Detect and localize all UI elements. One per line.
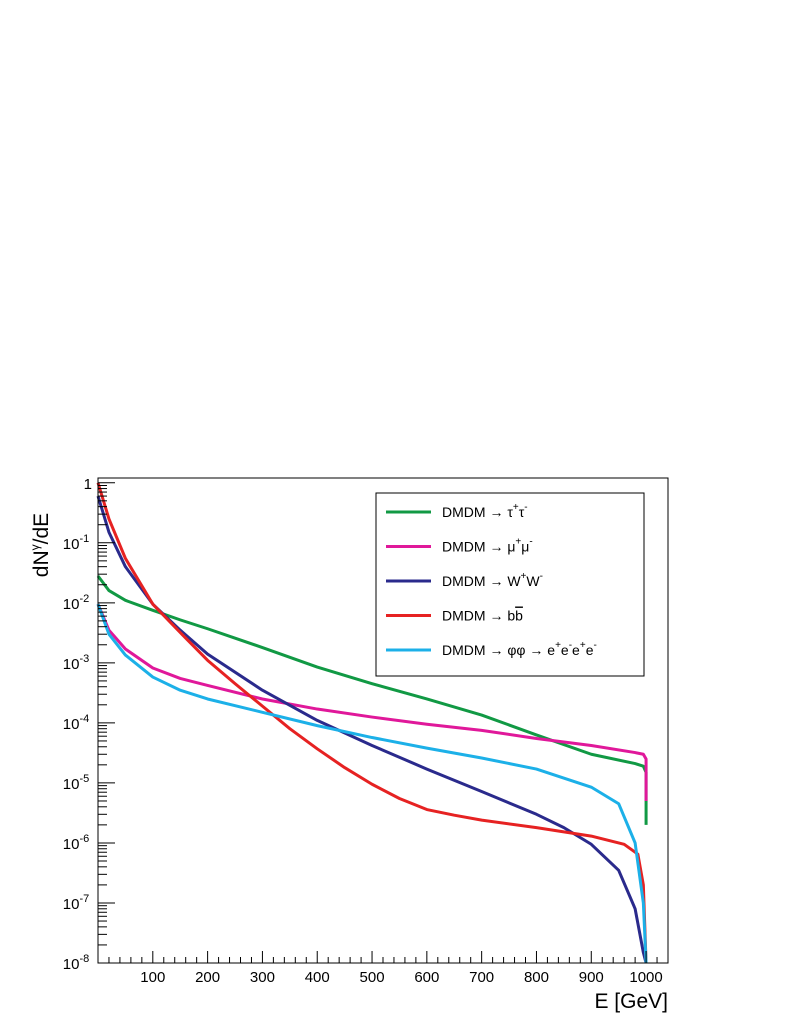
series-layer [96, 482, 648, 964]
y-tick-base: 10 [63, 776, 80, 793]
legend-sup: + [580, 640, 586, 651]
legend: DMDM → τ+τ-DMDM → μ+μ-DMDM → W+W-DMDM → … [375, 492, 645, 677]
x-tick-label: 300 [250, 969, 275, 986]
series-line-0 [96, 575, 648, 825]
y-tick-base: 1 [84, 476, 92, 493]
legend-text-part: → [489, 573, 507, 589]
y-tick-base: 10 [63, 536, 80, 553]
legend-label-1: DMDM → μ+μ- [442, 537, 533, 555]
y-axis-label-main: dN [30, 550, 53, 577]
legend-sup: + [521, 571, 527, 582]
x-tick-label: 400 [305, 969, 330, 986]
legend-text-part: → [489, 642, 507, 658]
x-tick-label: 100 [140, 969, 165, 986]
legend-text-part: → [489, 539, 507, 555]
y-tick-label: 10-6 [63, 833, 89, 853]
y-tick-exp: -8 [79, 953, 89, 965]
legend-text-part: → [529, 642, 547, 658]
y-tick-base: 10 [63, 896, 80, 913]
y-tick-exp: -2 [79, 593, 89, 605]
legend-label-2: DMDM → W+W- [442, 571, 543, 589]
y-tick-base: 10 [63, 956, 80, 973]
legend-bar-char: b [515, 608, 523, 624]
legend-text-part: DMDM [442, 642, 489, 658]
y-tick-label: 10-5 [63, 773, 89, 793]
y-axis-label-sup: γ [28, 544, 42, 550]
legend-sup: - [593, 640, 596, 651]
legend-text-part: e [572, 642, 580, 658]
y-axis-label: dNγ/dE [28, 513, 53, 577]
y-tick-exp: -1 [79, 533, 89, 545]
legend-text-part: W [507, 573, 521, 589]
legend-sup: + [555, 640, 561, 651]
x-axis-label: E [GeV] [594, 990, 668, 1013]
y-tick-label: 10-4 [63, 713, 89, 733]
series-line-4 [96, 603, 648, 964]
y-tick-exp: -5 [79, 773, 89, 785]
legend-text-part: μ [507, 539, 515, 555]
y-tick-label: 10-3 [63, 653, 89, 673]
legend-sup: - [540, 571, 543, 582]
axis-layer: 100 200 300 400 500 600 700 800 900 1000110-110-2… [63, 476, 669, 986]
legend-text-part: → [489, 504, 507, 520]
legend-text-part: W [526, 573, 540, 589]
legend-text-part: DMDM [442, 573, 489, 589]
legend-sup: + [513, 502, 519, 513]
legend-text-part: φφ [507, 642, 529, 658]
legend-sup: - [529, 537, 532, 548]
legend-label-4: DMDM → φφ → e+e-e+e- [442, 640, 597, 658]
legend-text-part: e [547, 642, 555, 658]
legend-text-part: DMDM [442, 504, 489, 520]
legend-text-part: τ [519, 504, 525, 520]
y-tick-exp: -7 [79, 893, 89, 905]
legend-sup: - [569, 640, 572, 651]
x-tick-label: 700 [469, 969, 494, 986]
x-tick-label: 200 [195, 969, 220, 986]
y-tick-base: 10 [63, 716, 80, 733]
y-tick-label: 10-8 [63, 953, 89, 973]
y-tick-label: 1 [84, 476, 92, 493]
y-tick-label: 10-1 [63, 533, 89, 553]
x-tick-label: 500 [360, 969, 385, 986]
series-line-1 [96, 603, 648, 801]
series-line-3 [96, 482, 648, 964]
y-tick-base: 10 [63, 596, 80, 613]
y-tick-exp: -3 [79, 653, 89, 665]
y-tick-label: 10-2 [63, 593, 89, 613]
y-axis-label-rest: /dE [30, 513, 53, 545]
y-tick-label: 10-7 [63, 893, 89, 913]
y-tick-base: 10 [63, 836, 80, 853]
legend-text-part: b [507, 608, 515, 624]
legend-text-part: e [561, 642, 569, 658]
y-tick-exp: -6 [79, 833, 89, 845]
legend-sup: - [524, 502, 527, 513]
x-tick-label: 900 [579, 969, 604, 986]
legend-text-part: μ [521, 539, 529, 555]
legend-text-part: → [489, 608, 507, 624]
x-tick-label: 600 [414, 969, 439, 986]
legend-sup: + [515, 537, 521, 548]
legend-label-0: DMDM → τ+τ- [442, 502, 528, 520]
legend-text-part: DMDM [442, 608, 489, 624]
y-tick-base: 10 [63, 656, 80, 673]
x-tick-label: 1000 [629, 969, 662, 986]
legend-box [375, 492, 645, 677]
legend-text-part: DMDM [442, 539, 489, 555]
y-tick-exp: -4 [79, 713, 89, 725]
x-tick-label: 800 [524, 969, 549, 986]
legend-text-part: e [586, 642, 594, 658]
legend-text-part: τ [507, 504, 513, 520]
legend-label-3: DMDM → bb [442, 608, 523, 624]
